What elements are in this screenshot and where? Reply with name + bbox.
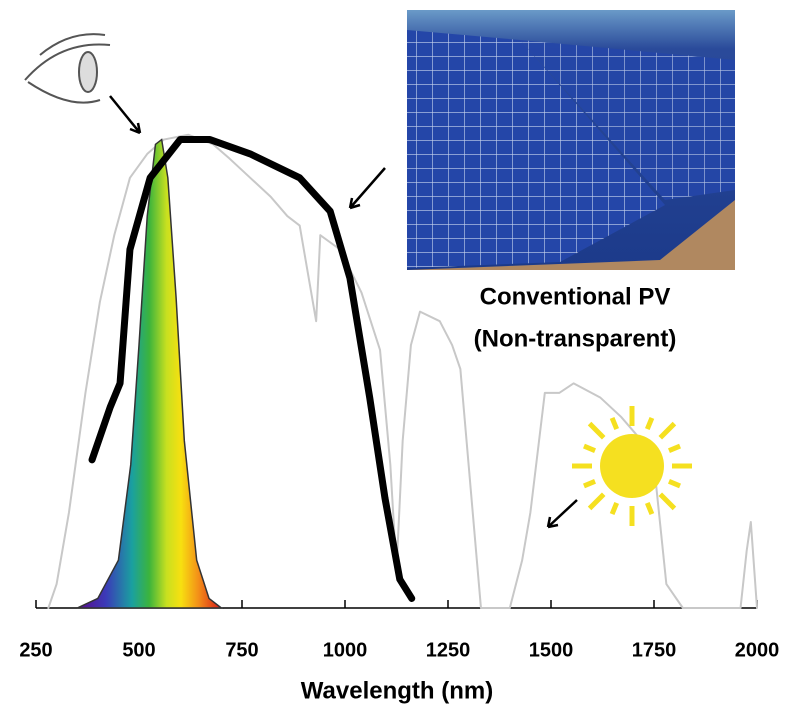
sun-ray	[658, 492, 677, 511]
sun-ray	[644, 501, 655, 515]
sun-ray	[583, 478, 597, 489]
pv-response-line	[88, 136, 416, 602]
x-axis-label: Wavelength (nm)	[301, 677, 493, 704]
x-tick-label: 1750	[632, 639, 677, 661]
x-tick-label: 750	[225, 639, 258, 661]
sun-ray	[587, 492, 606, 511]
sun-ray	[644, 417, 655, 431]
arrows	[109, 95, 578, 529]
annotation: (Non-transparent)	[474, 325, 677, 352]
x-tick-label: 1000	[323, 639, 368, 661]
sun-ray	[583, 443, 597, 454]
eye-response-area	[76, 138, 224, 609]
sun-ray	[658, 421, 677, 440]
sun-ray	[609, 417, 620, 431]
x-tick-label: 500	[122, 639, 155, 661]
x-tick-label: 1500	[529, 639, 574, 661]
sun-ray	[587, 421, 606, 440]
sun-ray	[667, 443, 681, 454]
eye-icon	[24, 33, 111, 104]
x-tick-label: 1250	[426, 639, 471, 661]
pv-photo	[407, 10, 735, 270]
annotation: Conventional PV	[480, 283, 671, 310]
x-tick-label: 250	[19, 639, 52, 661]
sun-icon	[572, 406, 692, 526]
sun-ray	[667, 478, 681, 489]
sun-ray	[609, 501, 620, 515]
x-tick-label: 2000	[735, 639, 780, 661]
